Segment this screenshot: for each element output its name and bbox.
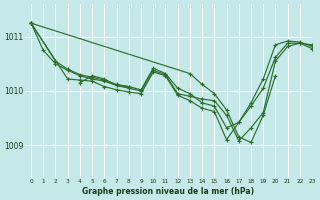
X-axis label: Graphe pression niveau de la mer (hPa): Graphe pression niveau de la mer (hPa) [83, 187, 255, 196]
